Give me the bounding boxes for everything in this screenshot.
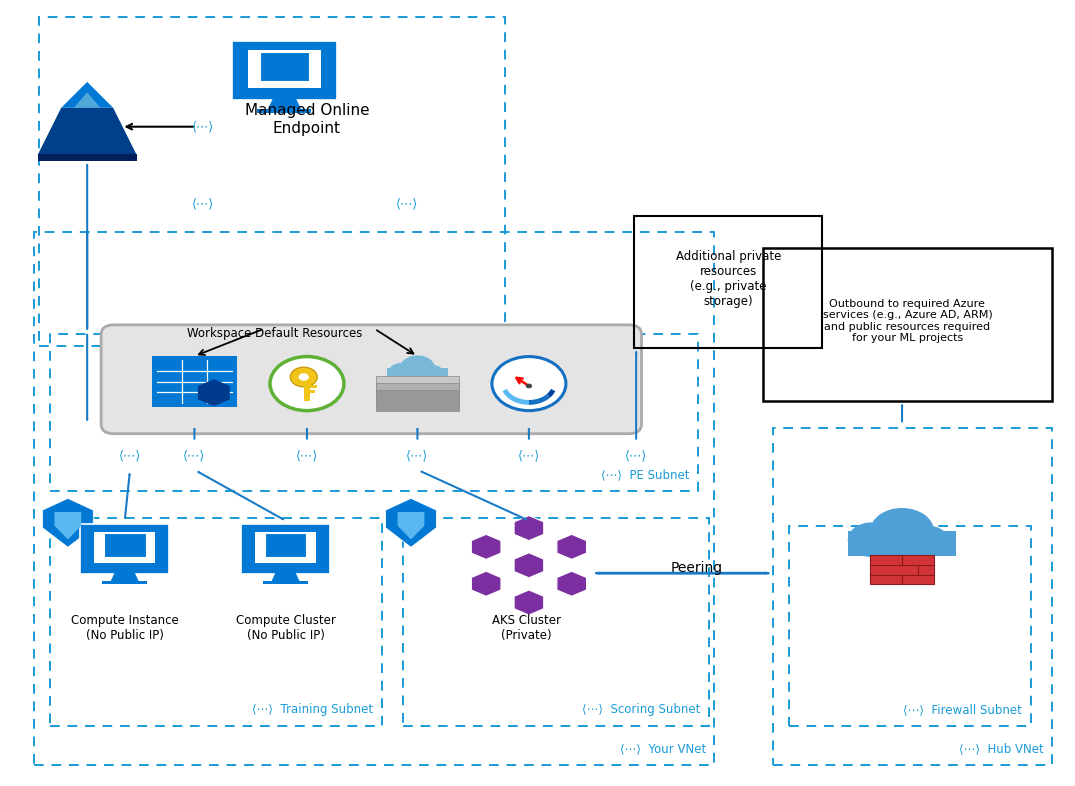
FancyBboxPatch shape (102, 581, 147, 584)
Text: ⟨⋯⟩: ⟨⋯⟩ (296, 449, 318, 462)
Text: ⟨⋯⟩  Hub VNet: ⟨⋯⟩ Hub VNet (959, 743, 1044, 755)
Text: ⟨⋯⟩: ⟨⋯⟩ (191, 120, 214, 133)
Polygon shape (267, 97, 302, 111)
Polygon shape (55, 512, 82, 539)
FancyBboxPatch shape (101, 325, 642, 434)
Text: ⟨⋯⟩: ⟨⋯⟩ (625, 449, 647, 462)
FancyBboxPatch shape (870, 555, 934, 584)
Polygon shape (557, 571, 587, 597)
Text: ⟨⋯⟩: ⟨⋯⟩ (119, 449, 141, 462)
Circle shape (526, 384, 532, 388)
Polygon shape (514, 516, 544, 541)
FancyBboxPatch shape (263, 581, 309, 584)
Polygon shape (471, 571, 501, 597)
Polygon shape (271, 571, 300, 582)
Polygon shape (398, 512, 425, 539)
Circle shape (290, 367, 317, 387)
Polygon shape (61, 82, 113, 108)
FancyBboxPatch shape (255, 531, 316, 564)
Text: ⟨⋯⟩  Scoring Subnet: ⟨⋯⟩ Scoring Subnet (582, 703, 701, 717)
Text: ⟨⋯⟩: ⟨⋯⟩ (191, 197, 214, 210)
Text: ⟨⋯⟩: ⟨⋯⟩ (406, 449, 429, 462)
Polygon shape (471, 534, 501, 560)
Text: Managed Online
Endpoint: Managed Online Endpoint (245, 103, 370, 136)
Text: ⟨⋯⟩: ⟨⋯⟩ (396, 197, 418, 210)
Text: ⟨⋯⟩: ⟨⋯⟩ (183, 449, 205, 462)
Polygon shape (514, 553, 544, 578)
Text: Compute Cluster
(No Public IP): Compute Cluster (No Public IP) (235, 614, 335, 642)
FancyBboxPatch shape (95, 531, 155, 564)
Text: ⟨⋯⟩  Your VNet: ⟨⋯⟩ Your VNet (619, 743, 706, 755)
FancyBboxPatch shape (310, 390, 315, 393)
Circle shape (299, 373, 309, 380)
Text: ⟨⋯⟩: ⟨⋯⟩ (518, 449, 540, 462)
Text: Compute Instance
(No Public IP): Compute Instance (No Public IP) (71, 614, 178, 642)
Polygon shape (386, 498, 436, 547)
FancyBboxPatch shape (260, 52, 309, 81)
Polygon shape (198, 379, 230, 406)
Text: Additional private
resources
(e.g., private
storage): Additional private resources (e.g., priv… (676, 250, 782, 307)
FancyBboxPatch shape (38, 153, 137, 161)
FancyBboxPatch shape (310, 384, 317, 387)
FancyBboxPatch shape (152, 356, 236, 407)
Circle shape (492, 357, 565, 410)
Circle shape (388, 363, 414, 382)
Polygon shape (38, 108, 137, 155)
FancyBboxPatch shape (376, 376, 459, 397)
FancyBboxPatch shape (257, 109, 312, 113)
FancyBboxPatch shape (104, 533, 145, 557)
Text: ⟨⋯⟩  Firewall Subnet: ⟨⋯⟩ Firewall Subnet (903, 703, 1022, 717)
Polygon shape (42, 498, 94, 547)
FancyBboxPatch shape (387, 369, 448, 381)
FancyBboxPatch shape (247, 50, 321, 88)
FancyBboxPatch shape (848, 531, 957, 556)
Text: AKS Cluster
(Private): AKS Cluster (Private) (492, 614, 561, 642)
Polygon shape (557, 534, 587, 560)
FancyBboxPatch shape (304, 378, 310, 401)
Text: ⟨⋯⟩  Training Subnet: ⟨⋯⟩ Training Subnet (253, 703, 373, 717)
Text: ⟨⋯⟩  PE Subnet: ⟨⋯⟩ PE Subnet (601, 468, 690, 482)
Circle shape (870, 508, 934, 555)
Text: Peering: Peering (670, 560, 722, 575)
Text: Outbound to required Azure
services (e.g., Azure AD, ARM)
and public resources r: Outbound to required Azure services (e.g… (822, 299, 992, 343)
Circle shape (400, 355, 435, 381)
Circle shape (906, 526, 949, 556)
Polygon shape (74, 92, 100, 108)
Polygon shape (514, 590, 544, 615)
FancyBboxPatch shape (241, 523, 330, 574)
Text: Workspace Default Resources: Workspace Default Resources (187, 327, 362, 340)
FancyBboxPatch shape (264, 533, 306, 557)
Polygon shape (111, 571, 139, 582)
Circle shape (419, 365, 444, 383)
Circle shape (848, 523, 895, 557)
Circle shape (270, 357, 344, 410)
FancyBboxPatch shape (81, 523, 169, 574)
FancyBboxPatch shape (376, 383, 459, 404)
FancyBboxPatch shape (232, 42, 336, 100)
FancyBboxPatch shape (376, 390, 459, 411)
